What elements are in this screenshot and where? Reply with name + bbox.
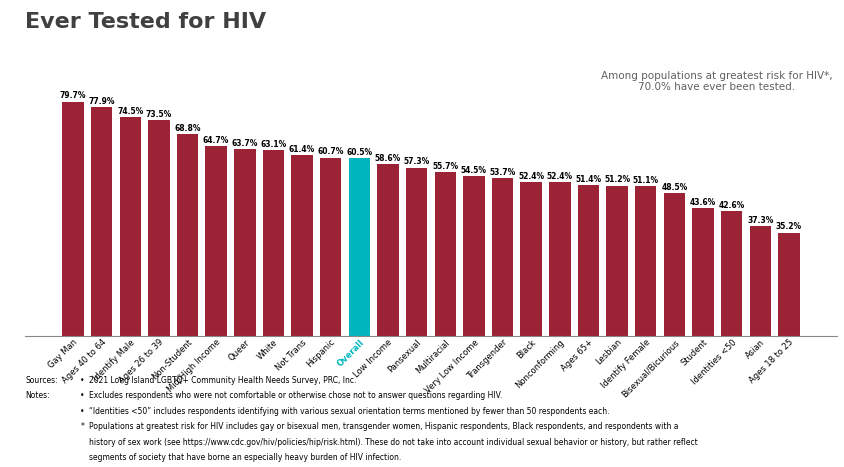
Text: 63.1%: 63.1% (260, 140, 286, 149)
Text: 48.5%: 48.5% (661, 183, 687, 192)
Text: 42.6%: 42.6% (717, 201, 744, 210)
Bar (549, 182, 570, 336)
Bar (405, 168, 427, 336)
Text: 55.7%: 55.7% (431, 162, 457, 171)
Bar (491, 178, 512, 336)
Text: 60.7%: 60.7% (317, 148, 344, 156)
Text: “Identities <50” includes respondents identifying with various sexual orientatio: “Identities <50” includes respondents id… (89, 407, 609, 416)
Bar (606, 185, 627, 336)
Text: 68.8%: 68.8% (174, 123, 201, 133)
Text: 35.2%: 35.2% (775, 222, 801, 232)
Text: 37.3%: 37.3% (746, 216, 772, 225)
Bar (234, 149, 255, 336)
Text: Excludes respondents who were not comfortable or otherwise chose not to answer q: Excludes respondents who were not comfor… (89, 391, 501, 400)
Text: 63.7%: 63.7% (231, 139, 257, 148)
Bar (749, 226, 770, 336)
Text: Ever Tested for HIV: Ever Tested for HIV (25, 12, 266, 32)
Text: 43.6%: 43.6% (689, 198, 716, 207)
Text: 52.4%: 52.4% (517, 172, 544, 181)
Text: 58.6%: 58.6% (375, 154, 401, 163)
Text: •: • (80, 376, 84, 385)
Bar (434, 172, 456, 336)
Bar (148, 120, 170, 336)
Text: Notes:: Notes: (25, 391, 50, 400)
Text: •: • (80, 391, 84, 400)
Bar (291, 156, 312, 336)
Text: 73.5%: 73.5% (145, 110, 172, 119)
Bar (176, 134, 198, 336)
Bar (720, 211, 742, 336)
Bar (262, 150, 284, 336)
Bar (634, 186, 656, 336)
Bar (91, 107, 112, 336)
Text: 57.3%: 57.3% (403, 157, 430, 166)
Text: 51.1%: 51.1% (632, 176, 658, 184)
Bar (463, 176, 484, 336)
Text: 51.4%: 51.4% (575, 175, 601, 184)
Text: 51.2%: 51.2% (603, 175, 630, 184)
Bar (349, 158, 370, 336)
Text: history of sex work (see https://www.cdc.gov/hiv/policies/hip/risk.html). These : history of sex work (see https://www.cdc… (89, 438, 696, 446)
Text: Populations at greatest risk for HIV includes gay or bisexual men, transgender w: Populations at greatest risk for HIV inc… (89, 422, 678, 431)
Bar (777, 233, 798, 336)
Text: 77.9%: 77.9% (89, 97, 115, 106)
Text: •: • (80, 407, 84, 416)
Bar (320, 157, 341, 336)
Bar (520, 182, 541, 336)
Text: 74.5%: 74.5% (117, 107, 143, 116)
Bar (577, 185, 598, 336)
Text: 53.7%: 53.7% (489, 168, 515, 177)
Text: 79.7%: 79.7% (60, 92, 86, 100)
Bar (119, 117, 141, 336)
Text: Sources:: Sources: (25, 376, 58, 385)
Text: segments of society that have borne an especially heavy burden of HIV infection.: segments of society that have borne an e… (89, 453, 401, 462)
Bar (376, 164, 398, 336)
Text: 64.7%: 64.7% (203, 135, 229, 145)
Text: 2021 Long Island LGBTQ+ Community Health Needs Survey, PRC, Inc.: 2021 Long Island LGBTQ+ Community Health… (89, 376, 355, 385)
Text: 60.5%: 60.5% (346, 148, 372, 157)
Bar (663, 193, 684, 336)
Text: *: * (80, 422, 84, 431)
Bar (62, 102, 84, 336)
Bar (691, 208, 713, 336)
Text: Among populations at greatest risk for HIV*,
70.0% have ever been tested.: Among populations at greatest risk for H… (600, 71, 831, 92)
Bar (205, 146, 227, 336)
Text: 61.4%: 61.4% (289, 145, 315, 154)
Text: 54.5%: 54.5% (460, 166, 486, 175)
Text: 52.4%: 52.4% (546, 172, 572, 181)
